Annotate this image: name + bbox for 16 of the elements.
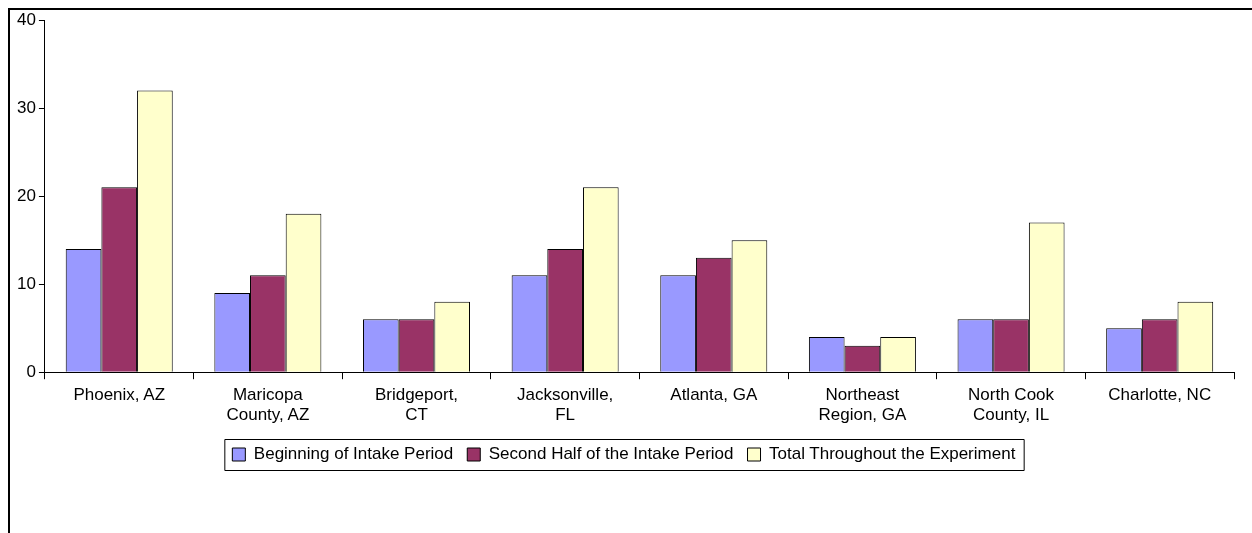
y-tick-label: 30 (16, 97, 36, 117)
y-tick-label: 20 (16, 185, 36, 205)
y-tick-label: 0 (26, 361, 36, 381)
y-tick-label: 10 (16, 273, 36, 293)
x-tick-label: Northeast Region, GA (818, 385, 908, 425)
y-tick-label: 40 (16, 9, 36, 29)
x-tick-label: North Cook County, IL (968, 385, 1055, 425)
legend-label: Total Throughout the Experiment (769, 444, 1016, 464)
x-tick-label: Maricopa County, AZ (226, 385, 310, 425)
x-tick-label: Bridgeport, CT (374, 385, 459, 425)
x-tick-label: Atlanta, GA (670, 385, 758, 405)
legend-label: Beginning of Intake Period (253, 444, 454, 464)
legend-label: Second Half of the Intake Period (488, 444, 734, 464)
x-tick-label: Phoenix, AZ (73, 385, 166, 405)
x-tick-label: Charlotte, NC (1108, 385, 1212, 405)
x-tick-label: Jacksonville, FL (516, 385, 614, 425)
